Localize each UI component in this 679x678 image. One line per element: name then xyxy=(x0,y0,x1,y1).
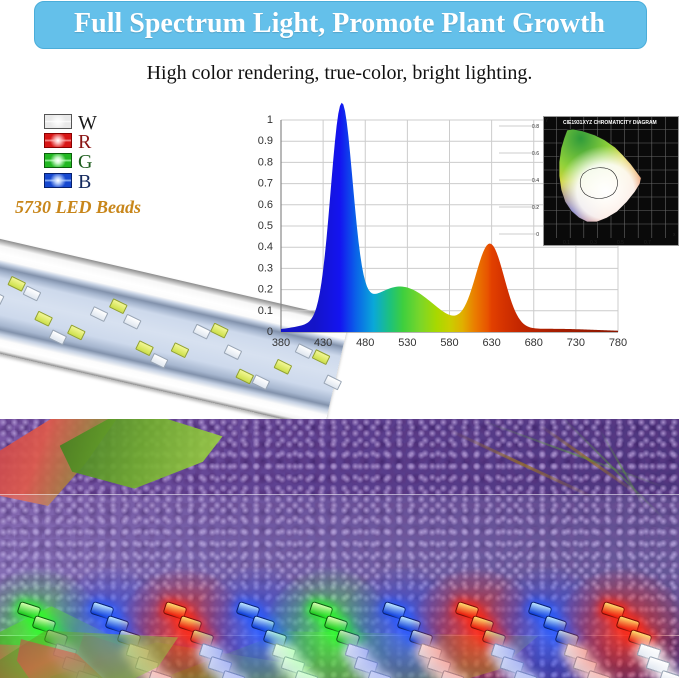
svg-text:430: 430 xyxy=(314,337,332,349)
svg-text:0.2: 0.2 xyxy=(532,205,539,211)
svg-text:0.1: 0.1 xyxy=(258,305,273,317)
svg-text:0.8: 0.8 xyxy=(532,124,539,130)
svg-text:0.1: 0.1 xyxy=(563,240,570,246)
svg-text:0.6: 0.6 xyxy=(532,151,539,157)
svg-text:0: 0 xyxy=(267,326,273,338)
svg-text:CIE1931XYZ CHROMATICITY DIAGRA: CIE1931XYZ CHROMATICITY DIAGRAM xyxy=(563,120,657,126)
svg-text:0.6: 0.6 xyxy=(258,199,273,211)
svg-text:0.4: 0.4 xyxy=(258,241,273,253)
svg-text:0.9: 0.9 xyxy=(258,135,273,147)
svg-text:0.5: 0.5 xyxy=(617,240,624,246)
svg-text:0.3: 0.3 xyxy=(258,262,273,274)
svg-text:0: 0 xyxy=(536,232,539,238)
svg-text:0.4: 0.4 xyxy=(532,178,539,184)
svg-text:630: 630 xyxy=(482,337,500,349)
svg-text:780: 780 xyxy=(609,337,627,349)
svg-text:1: 1 xyxy=(267,114,273,126)
svg-text:0.3: 0.3 xyxy=(590,240,597,246)
svg-text:0.7: 0.7 xyxy=(644,240,651,246)
svg-text:580: 580 xyxy=(440,337,458,349)
svg-text:0.7: 0.7 xyxy=(258,178,273,190)
svg-text:0.8: 0.8 xyxy=(258,156,273,168)
svg-text:0.2: 0.2 xyxy=(258,284,273,296)
svg-text:480: 480 xyxy=(356,337,374,349)
svg-text:380: 380 xyxy=(272,337,290,349)
svg-text:530: 530 xyxy=(398,337,416,349)
svg-text:0.5: 0.5 xyxy=(258,220,273,232)
svg-text:730: 730 xyxy=(567,337,585,349)
svg-text:680: 680 xyxy=(525,337,543,349)
